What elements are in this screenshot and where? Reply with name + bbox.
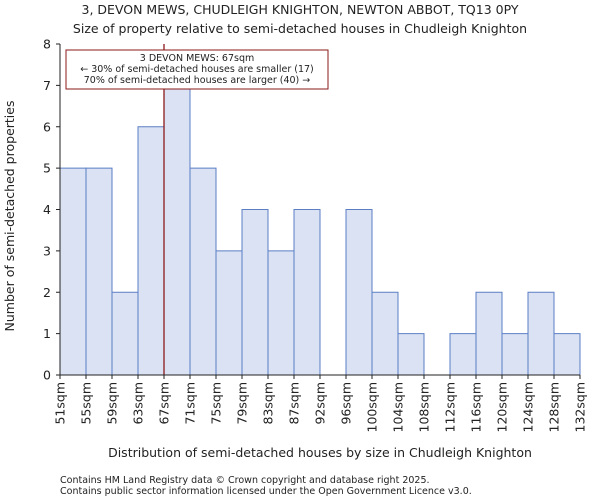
x-tick-label: 132sqm <box>573 382 588 432</box>
annotation-larger: 70% of semi-detached houses are larger (… <box>84 75 311 86</box>
chart-title: 3, DEVON MEWS, CHUDLEIGH KNIGHTON, NEWTO… <box>82 2 519 17</box>
footer-line-2: Contains public sector information licen… <box>60 486 472 497</box>
x-tick-label: 116sqm <box>469 382 484 432</box>
x-tick-label: 67sqm <box>157 382 172 425</box>
y-axis-label: Number of semi-detached properties <box>2 101 17 332</box>
x-tick-label: 92sqm <box>313 382 328 425</box>
annotation-box: 3 DEVON MEWS: 67sqm ← 30% of semi-detach… <box>65 49 329 90</box>
x-ticks: 51sqm 55sqm 59sqm 63sqm 67sqm 71sqm 75sqm 79sqm… <box>53 375 588 432</box>
x-tick-label: 104sqm <box>391 382 406 432</box>
x-tick-label: 108sqm <box>417 382 432 432</box>
x-tick-label: 100sqm <box>365 382 380 432</box>
annotation-smaller: ← 30% of semi-detached houses are smalle… <box>80 64 314 75</box>
x-tick-label: 128sqm <box>547 382 562 432</box>
y-tick-label: 7 <box>43 78 51 93</box>
bar-51sqm <box>59 167 87 376</box>
bar-71sqm <box>189 167 217 376</box>
bar-124sqm <box>527 291 555 376</box>
y-tick-label: 2 <box>43 285 51 300</box>
x-axis-label: Distribution of semi-detached houses by … <box>108 445 532 460</box>
bar-67sqm <box>163 84 191 376</box>
bar-83sqm <box>267 250 295 376</box>
bar-75sqm <box>215 250 243 376</box>
x-tick-label: 87sqm <box>287 382 302 425</box>
y-tick-label: 3 <box>43 243 51 258</box>
x-tick-label: 63sqm <box>131 382 146 425</box>
bar-96sqm <box>345 209 373 376</box>
x-tick-label: 83sqm <box>261 382 276 425</box>
bar-128sqm <box>553 333 581 376</box>
x-tick-label: 112sqm <box>443 382 458 432</box>
annotation-title: 3 DEVON MEWS: 67sqm <box>140 53 254 64</box>
x-tick-label: 59sqm <box>105 382 120 425</box>
bars-layer <box>59 84 581 376</box>
bar-63sqm <box>137 126 165 376</box>
chart-subtitle: Size of property relative to semi-detach… <box>73 21 527 36</box>
x-tick-label: 55sqm <box>79 382 94 425</box>
bar-100sqm <box>371 291 399 376</box>
y-tick-label: 0 <box>43 368 51 383</box>
bar-55sqm <box>85 167 113 376</box>
y-tick-label: 5 <box>43 161 51 176</box>
bar-104sqm <box>397 333 425 376</box>
x-tick-label: 75sqm <box>209 382 224 425</box>
y-tick-label: 1 <box>43 326 51 341</box>
x-tick-label: 71sqm <box>183 382 198 425</box>
bar-87sqm <box>293 209 321 376</box>
x-tick-label: 124sqm <box>521 382 536 432</box>
x-tick-label: 120sqm <box>495 382 510 432</box>
x-tick-label: 79sqm <box>235 382 250 425</box>
y-ticks: 0 1 2 3 4 5 6 7 8 <box>43 37 60 383</box>
bar-59sqm <box>111 291 139 376</box>
x-tick-label: 51sqm <box>53 382 68 425</box>
y-tick-label: 4 <box>43 202 51 217</box>
bar-120sqm <box>501 333 529 376</box>
bar-116sqm <box>475 291 503 376</box>
bar-112sqm <box>449 333 477 376</box>
annotation-frame <box>65 49 329 90</box>
y-tick-label: 8 <box>43 37 51 52</box>
x-tick-label: 96sqm <box>339 382 354 425</box>
y-tick-label: 6 <box>43 119 51 134</box>
footer-line-1: Contains HM Land Registry data © Crown c… <box>60 475 430 486</box>
bar-79sqm <box>241 209 269 376</box>
